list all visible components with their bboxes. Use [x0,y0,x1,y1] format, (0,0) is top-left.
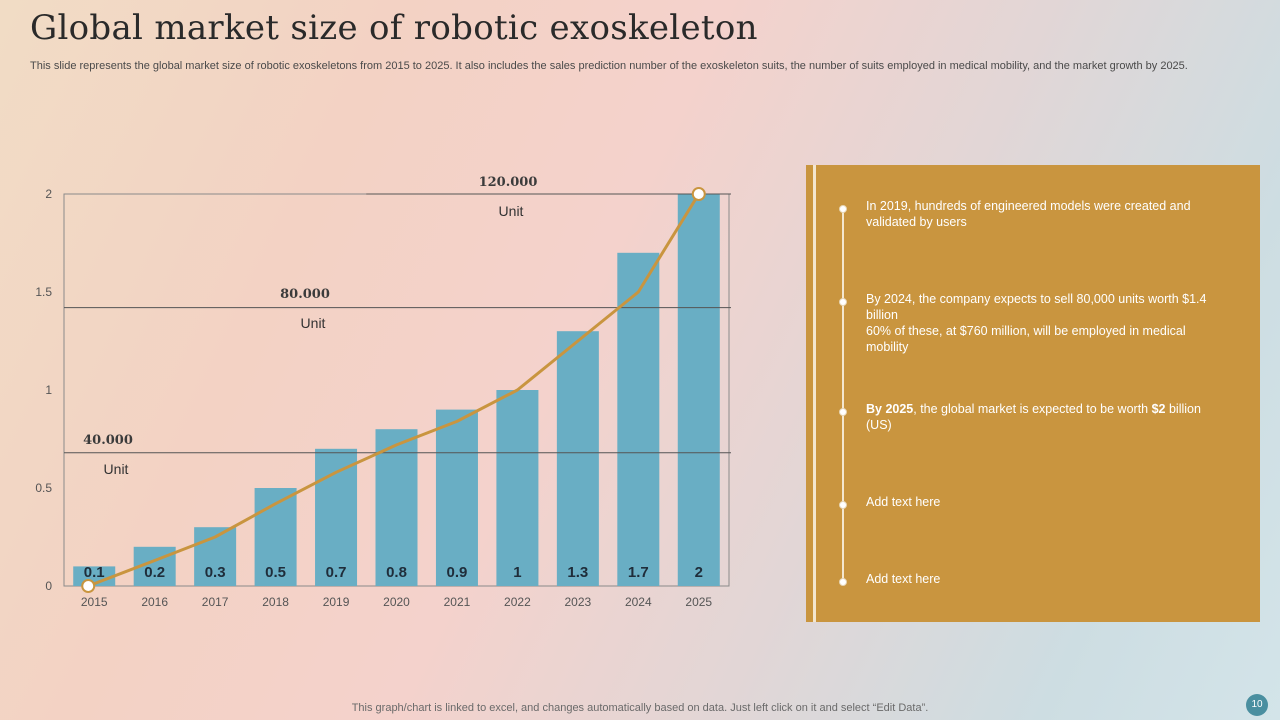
timeline-dot-icon [839,578,847,586]
timeline-text[interactable]: Add text here [866,572,941,586]
timeline-dot-icon [839,501,847,509]
trend-line[interactable] [87,193,701,588]
reference-value-label: 120.000 [479,175,538,190]
bar-data-label: 1.3 [567,564,588,581]
reference-value-label: 40.000 [83,433,133,448]
bar-data-label: 0.7 [326,564,347,581]
bar-data-label: 0.2 [144,564,165,581]
timeline-panel: In 2019, hundreds of engineered models w… [806,165,1260,622]
panel-accent-stripe [813,165,816,622]
page-number: 10 [1246,694,1268,716]
timeline-dot-icon [839,298,847,306]
x-tick-label: 2021 [444,595,471,609]
bar-data-label: 1 [513,564,521,581]
bar-data-label: 1.7 [628,564,649,581]
y-tick-label: 0.5 [35,481,52,495]
timeline-dot-icon [839,205,847,213]
reference-unit-label: Unit [301,315,326,331]
x-tick-label: 2020 [383,595,410,609]
x-tick-label: 2019 [323,595,350,609]
timeline-text-part: , the global market is expected to be wo… [913,402,1152,416]
y-tick-label: 1.5 [35,285,52,299]
slide-subtitle: This slide represents the global market … [30,60,1188,72]
bar-2021[interactable] [435,409,478,586]
timeline-text[interactable]: In 2019, hundreds of engineered models w… [866,199,1191,229]
trend-end-marker [691,187,706,201]
x-tick-label: 2024 [625,595,652,609]
bar-2020[interactable] [375,429,418,586]
trend-start-marker [81,579,96,593]
x-tick-label: 2017 [202,595,229,609]
y-tick-label: 1 [45,383,52,397]
market-size-chart[interactable]: 0 0.5 1 1.5 2 40.000 Unit 80.000 Unit 120.000 Unit… [0,0,800,640]
bar-data-label: 0.3 [205,564,226,581]
timeline-dot-icon [839,408,847,416]
slide-title: Global market size of robotic exoskeleto… [30,8,758,48]
bar-data-label: 2 [695,564,703,581]
bar-2025[interactable] [677,194,720,586]
reference-unit-label: Unit [499,203,524,219]
bar-2022[interactable] [496,390,539,586]
bar-data-label: 0.5 [265,564,286,581]
timeline-text-part: billion (US) [866,402,1201,432]
timeline-text[interactable]: By 2024, the company expects to sell 80,… [866,292,1207,354]
reference-value-label: 80.000 [280,287,330,302]
x-tick-label: 2018 [262,595,289,609]
bar-data-label: 0.9 [447,564,468,581]
bar-2023[interactable] [556,331,599,586]
x-tick-label: 2016 [141,595,168,609]
x-tick-label: 2023 [565,595,592,609]
bar-data-label: 0.1 [84,564,105,581]
footer-note: This graph/chart is linked to excel, and… [351,702,929,714]
y-tick-label: 0 [45,579,52,593]
timeline-bold-amount: $2 [1151,402,1166,416]
timeline-text[interactable]: Add text here [866,495,941,509]
x-tick-label: 2022 [504,595,531,609]
reference-unit-label: Unit [104,461,129,477]
x-tick-label: 2015 [81,595,108,609]
timeline-text[interactable]: By 2025, the global market is expected t… [866,401,1226,433]
timeline-bold-year: By 2025 [866,402,914,416]
timeline-line [842,208,844,582]
bar-2024[interactable] [617,252,660,587]
x-tick-label: 2025 [685,595,712,609]
bar-data-label: 0.8 [386,564,407,581]
y-tick-label: 2 [45,187,52,201]
